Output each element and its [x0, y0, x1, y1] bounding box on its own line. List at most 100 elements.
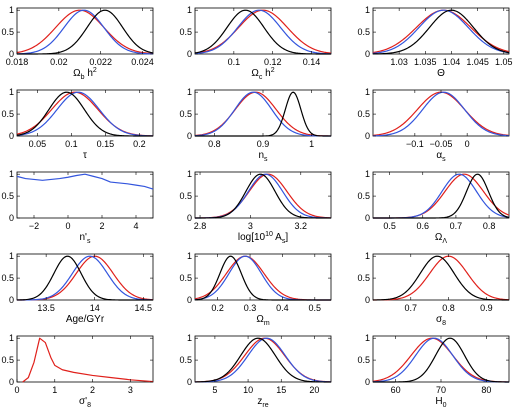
panel-6: 0 0.5 1 −0.1 −0.05 0 αs	[357, 87, 510, 163]
y-tick-label: 1	[9, 251, 14, 261]
y-tick-label: 0	[9, 49, 14, 59]
series-red-curve	[194, 9, 332, 54]
y-tick-label: 1	[365, 251, 370, 261]
series-black-curve	[17, 9, 154, 55]
y-tick-label: 0	[9, 377, 14, 387]
x-tick-label: 0.3	[244, 303, 257, 313]
panel-13: 0 0.5 1 0 1 2 3 σ'8	[1, 333, 154, 409]
x-tick-label: 60	[391, 385, 401, 395]
series-black-curve	[373, 337, 510, 383]
x-tick-label: 0.4	[276, 303, 289, 313]
series-blue-curve	[195, 337, 332, 383]
y-tick-label: 1	[9, 333, 14, 343]
panel-5: 0 0.5 1 0.8 0.9 1 ns	[179, 87, 332, 163]
x-tick-label: 0.5	[309, 303, 322, 313]
y-tick-label: 0.5	[1, 27, 14, 37]
y-tick-label: 1	[187, 169, 192, 179]
x-tick-label: 2	[99, 221, 104, 231]
x-tick-label: 80	[481, 385, 491, 395]
series-red-curve	[372, 91, 510, 136]
panel-9: 0 0.5 1 0.5 0.6 0.7 0.8 ΩΛ	[357, 169, 510, 245]
y-tick-label: 0	[365, 213, 370, 223]
y-tick-label: 1	[187, 251, 192, 261]
series-black-curve	[194, 9, 331, 55]
x-tick-label: 0.15	[97, 139, 115, 149]
y-tick-label: 0	[187, 49, 192, 59]
plot-frame	[16, 89, 154, 137]
x-tick-label: 5	[212, 385, 217, 395]
y-tick-label: 1	[365, 87, 370, 97]
x-axis-label: Θ	[437, 68, 445, 79]
x-tick-label: 1.035	[414, 57, 437, 67]
x-axis-label: σ8	[436, 314, 446, 327]
x-tick-label: 0.05	[29, 139, 47, 149]
x-tick-label: 14	[90, 303, 100, 313]
x-tick-label: 0.12	[264, 57, 282, 67]
y-tick-label: 0	[365, 377, 370, 387]
y-tick-label: 0.5	[357, 109, 370, 119]
x-tick-label: 4	[133, 221, 138, 231]
series-red-curve	[16, 9, 154, 55]
x-axis-label: log[1010 As]	[238, 231, 288, 245]
y-tick-label: 0.5	[357, 191, 370, 201]
x-tick-label: 0	[465, 139, 470, 149]
y-tick-label: 0	[9, 295, 14, 305]
y-tick-label: 1	[9, 169, 14, 179]
panel-10: 0 0.5 1 13.5 14 14.5 Age/GYr	[1, 251, 154, 325]
series-black-curve	[372, 255, 509, 301]
y-tick-label: 1	[187, 5, 192, 15]
x-tick-label: 0.8	[208, 139, 221, 149]
plot-frame	[194, 335, 332, 383]
panel-3: 0 0.5 1 1.03 1.035 1.04 1.045 1.05 Θ	[357, 5, 512, 79]
x-axis-label: n's	[80, 232, 91, 245]
x-tick-label: 3	[248, 221, 253, 231]
x-tick-label: 3	[128, 385, 133, 395]
x-tick-label: 1.045	[466, 57, 489, 67]
series-black-curve	[194, 255, 331, 301]
plot-frame	[372, 89, 510, 137]
plot-frame	[372, 253, 510, 301]
x-tick-label: 1.04	[443, 57, 461, 67]
panel-15: 0 0.5 1 60 70 80 H0	[357, 333, 510, 409]
series-black-curve	[195, 173, 331, 219]
series-red-curve	[194, 173, 332, 219]
x-tick-label: 3.2	[295, 221, 308, 231]
y-tick-label: 0.5	[357, 273, 370, 283]
series-black-curve	[372, 9, 510, 55]
x-tick-label: 0.6	[416, 221, 429, 231]
x-tick-label: 0.8	[483, 221, 496, 231]
panel-12: 0 0.5 1 0.7 0.8 0.9 σ8	[357, 251, 510, 327]
y-tick-label: 0.5	[179, 191, 192, 201]
series-blue-curve	[16, 9, 154, 55]
panel-4: 0 0.5 1 0.05 0.1 0.15 0.2 τ	[1, 87, 154, 161]
series-blue-curve	[372, 337, 510, 383]
plot-frame	[372, 171, 510, 219]
x-tick-label: 15	[276, 385, 286, 395]
y-tick-label: 1	[187, 333, 192, 343]
y-tick-label: 1	[365, 333, 370, 343]
panel-1: 0 0.5 1 0.018 0.02 0.022 0.024 Ωb h2	[1, 5, 153, 81]
x-tick-label: 0.7	[450, 221, 463, 231]
x-axis-label: Ωc h2	[251, 67, 274, 81]
y-tick-label: 0.5	[357, 355, 370, 365]
x-tick-label: 1.05	[495, 57, 513, 67]
plot-frame	[16, 171, 154, 219]
y-tick-label: 0	[365, 131, 370, 141]
plot-frame	[16, 7, 154, 55]
y-tick-label: 0	[365, 49, 370, 59]
x-axis-label: H0	[435, 396, 446, 409]
series-blue-curve	[17, 255, 154, 301]
y-tick-label: 0.5	[1, 273, 14, 283]
y-tick-label: 1	[187, 87, 192, 97]
y-tick-label: 0.5	[179, 355, 192, 365]
x-tick-label: 2	[90, 385, 95, 395]
plot-frame	[372, 7, 510, 55]
series-blue-curve	[372, 9, 510, 54]
y-tick-label: 1	[365, 5, 370, 15]
series-red-curve	[194, 337, 332, 383]
series-blue-curve	[194, 91, 331, 137]
x-axis-label: Age/GYr	[66, 314, 105, 325]
x-tick-label: 13.5	[37, 303, 55, 313]
y-tick-label: 0	[187, 213, 192, 223]
